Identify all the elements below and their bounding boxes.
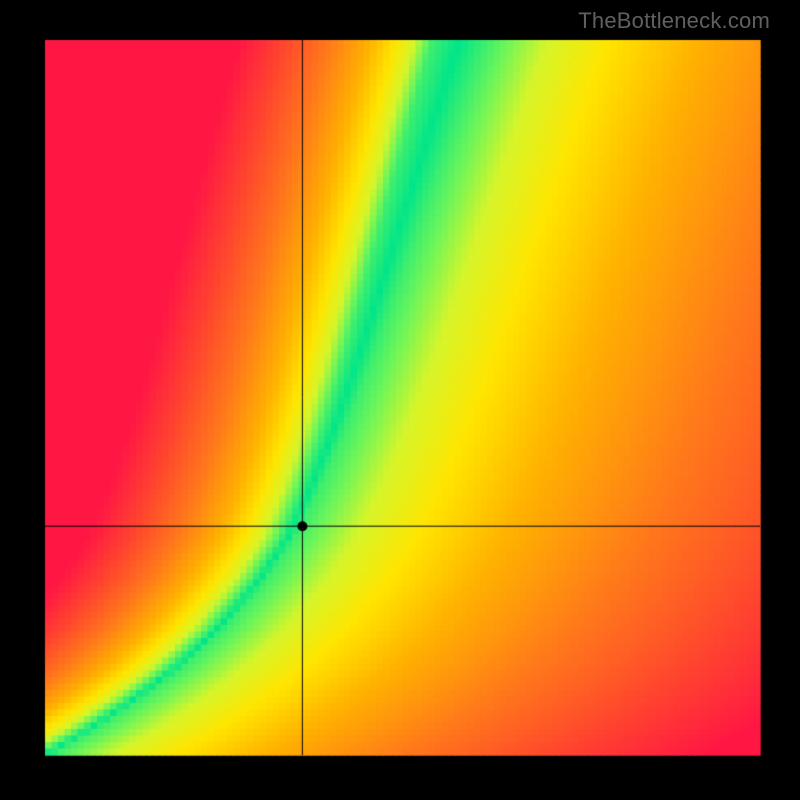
heatmap-plot <box>0 0 800 800</box>
watermark-text: TheBottleneck.com <box>578 8 770 34</box>
